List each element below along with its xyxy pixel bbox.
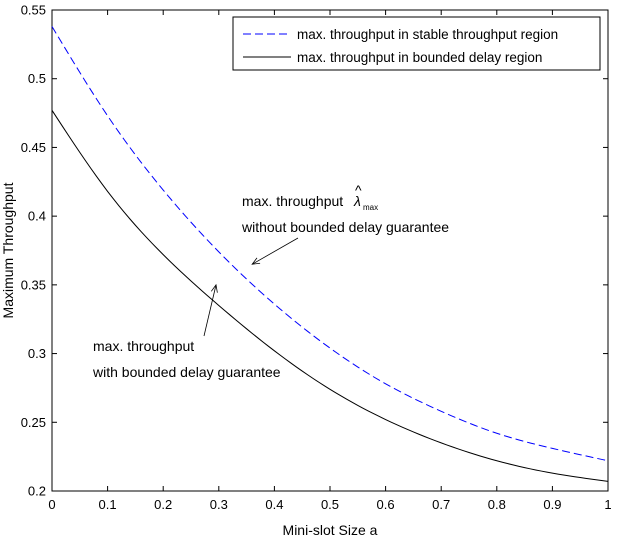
x-tick-label: 0.4 xyxy=(265,497,283,512)
legend-label-1: max. throughput in stable throughput reg… xyxy=(297,27,558,42)
y-tick-label: 0.55 xyxy=(21,3,46,18)
x-tick-label: 1 xyxy=(604,497,611,512)
x-axis-label: Mini-slot Size a xyxy=(283,522,378,538)
annotation-2-line2: with bounded delay guarantee xyxy=(92,364,281,380)
x-tick-label: 0.1 xyxy=(99,497,117,512)
annotation-2-arrow xyxy=(203,284,217,337)
y-tick-label: 0.3 xyxy=(28,346,46,361)
annotation-1-arrow-head xyxy=(251,257,261,265)
y-tick-label: 0.45 xyxy=(21,140,46,155)
lambda-symbol: λ xyxy=(353,193,361,209)
annotation-2-arrow-head xyxy=(210,283,218,293)
annotations: max. throughput λ^max without bounded dela… xyxy=(92,182,449,380)
series-lines xyxy=(51,26,609,482)
annotation-1-arrow xyxy=(251,237,299,265)
x-tick-label: 0.2 xyxy=(154,497,172,512)
x-tick-label: 0.9 xyxy=(543,497,561,512)
tick-marks xyxy=(51,9,609,492)
x-tick-label: 0.6 xyxy=(377,497,395,512)
annotation-1-line1: max. throughput xyxy=(242,193,343,209)
x-tick-label: 0.3 xyxy=(210,497,228,512)
lambda-subscript: max xyxy=(363,203,378,212)
x-tick-label: 0.5 xyxy=(321,497,339,512)
x-tick-label: 0 xyxy=(48,497,55,512)
tick-labels: 0 0.1 0.2 0.3 0.4 0.5 0.6 0.7 0.8 0.9 1 0.2 0.25 0.3 0… xyxy=(21,3,612,513)
x-tick-label: 0.8 xyxy=(488,497,506,512)
y-tick-label: 0.25 xyxy=(21,415,46,430)
y-tick-label: 0.2 xyxy=(28,484,46,499)
x-tick-label: 0.7 xyxy=(432,497,450,512)
lambda-hat: ^ xyxy=(355,182,362,198)
y-tick-label: 0.5 xyxy=(28,71,46,86)
legend-box xyxy=(232,16,601,71)
plot-area: 0 0.1 0.2 0.3 0.4 0.5 0.6 0.7 0.8 0.9 1 0.2 0.25 0.3 0… xyxy=(21,3,612,513)
y-tick-label: 0.35 xyxy=(21,277,46,292)
y-tick-label: 0.4 xyxy=(28,209,46,224)
legend-label-2: max. throughput in bounded delay region xyxy=(297,50,542,65)
annotation-1-line2: without bounded delay guarantee xyxy=(241,219,449,235)
series-line-2 xyxy=(51,110,609,482)
series-line-1 xyxy=(51,26,609,462)
legend: max. throughput in stable throughput reg… xyxy=(232,16,601,71)
y-axis-label: Maximum Throughput xyxy=(0,182,16,318)
annotation-2-line1: max. throughput xyxy=(93,338,194,354)
